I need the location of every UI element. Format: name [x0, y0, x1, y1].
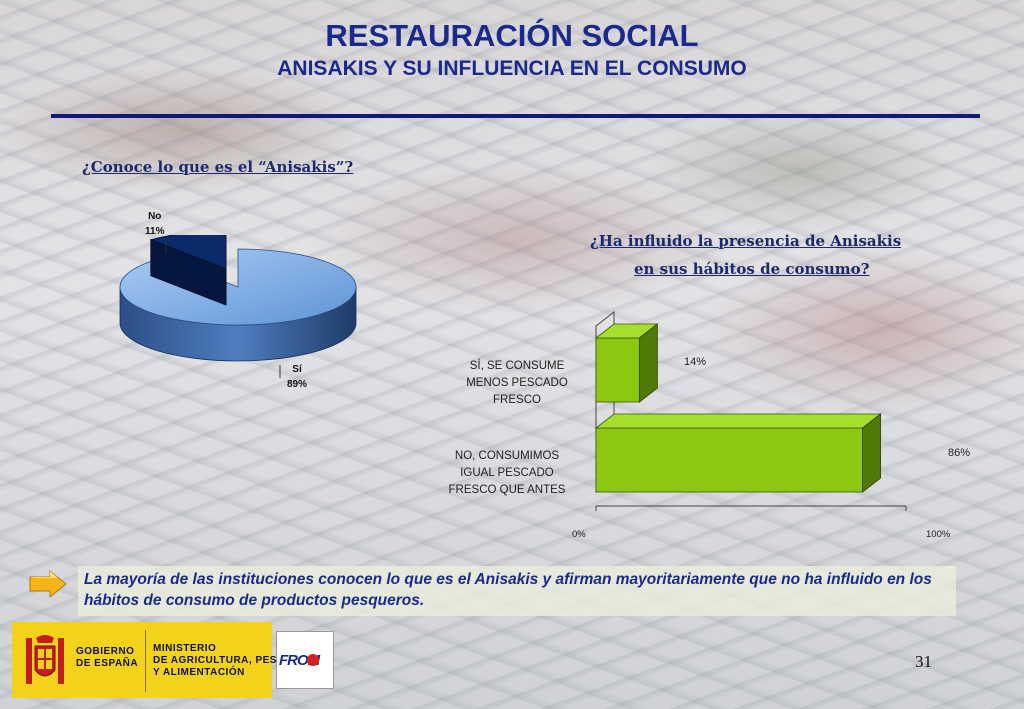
conclusion-text: La mayoría de las instituciones conocen …: [84, 571, 932, 609]
bar-category-2: NO, CONSUMIMOS IGUAL PESCADO FRESCO QUE …: [448, 450, 566, 496]
pie-slice-no: [149, 235, 227, 270]
bar-chart: [594, 310, 907, 511]
slide-title: RESTAURACIÓN SOCIAL: [325, 18, 699, 53]
x-tick-label-100: 100%: [926, 529, 951, 540]
conclusion-box: [78, 566, 956, 616]
bar-category-1: SÍ, SE CONSUME MENOS PESCADO FRESCO: [466, 360, 568, 406]
bar-1-front: [595, 337, 640, 403]
coat-of-arms-icon: [26, 635, 64, 684]
gobierno-espana-text: GOBIERNO DE ESPAÑA: [76, 646, 139, 669]
slide-subtitle: ANISAKIS Y SU INFLUENCIA EN EL CONSUMO: [277, 57, 747, 80]
bar-chart-title-line2: en sus hábitos de consumo?: [634, 260, 870, 278]
bar-value-label-1: 14%: [684, 356, 707, 368]
title-divider: [51, 114, 980, 118]
page-number: 31: [915, 652, 932, 671]
bar-2-side: [862, 413, 881, 493]
pie-slice-no-group: [149, 235, 227, 306]
bar-value-label-2: 86%: [948, 447, 971, 459]
ministerio-text: MINISTERIO DE AGRICULTURA, PESCA Y ALIMENT…: [153, 643, 293, 678]
bar-chart-title-line1: ¿Ha influido la presencia de Anisakis: [590, 232, 902, 250]
bar-1-side: [639, 323, 658, 403]
arrow-bullet-icon: [29, 569, 67, 599]
footer-divider: [145, 630, 146, 692]
bar-1: [594, 323, 659, 403]
pie-chart-title: ¿Conoce lo que es el “Anisakis”?: [82, 158, 354, 176]
from-logo-dot: [307, 654, 319, 666]
x-tick-label-0: 0%: [572, 529, 586, 540]
from-logo: FROM: [276, 631, 334, 689]
bar-2-top: [594, 413, 882, 429]
pie-label-si: Sí 89%: [287, 364, 308, 390]
bar-2-front: [595, 427, 864, 493]
pie-label-no: No 11%: [145, 211, 165, 237]
pie-chart: [119, 235, 357, 362]
bar-2: [594, 413, 882, 493]
